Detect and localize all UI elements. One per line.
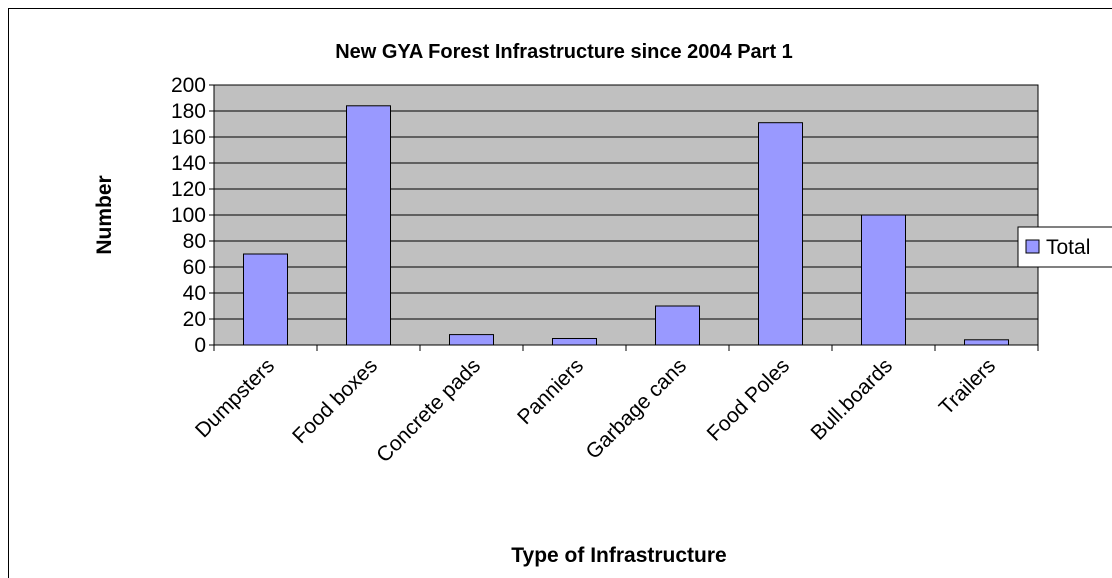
y-tick-label: 20 bbox=[183, 308, 206, 331]
legend-label-total: Total bbox=[1046, 236, 1090, 259]
plot-area bbox=[214, 85, 1038, 345]
y-tick-label: 0 bbox=[194, 334, 206, 357]
bar-trailers bbox=[965, 340, 1009, 345]
bar-food-boxes bbox=[347, 106, 391, 345]
y-tick-label: 40 bbox=[183, 282, 206, 305]
y-tick-label: 200 bbox=[171, 74, 206, 97]
chart-title: New GYA Forest Infrastructure since 2004… bbox=[335, 41, 793, 63]
y-tick-label: 100 bbox=[171, 204, 206, 227]
bar-concrete-pads bbox=[450, 335, 494, 345]
chart-frame: New GYA Forest Infrastructure since 2004… bbox=[8, 8, 1112, 578]
bar-garbage-cans bbox=[656, 306, 700, 345]
y-tick-label: 80 bbox=[183, 230, 206, 253]
bar-bull-boards bbox=[862, 215, 906, 345]
legend: Total bbox=[1018, 227, 1112, 267]
x-axis-title: Type of Infrastructure bbox=[511, 544, 726, 567]
legend-swatch bbox=[1026, 240, 1039, 253]
y-tick-label: 180 bbox=[171, 100, 206, 123]
y-tick-label: 60 bbox=[183, 256, 206, 279]
y-tick-label: 140 bbox=[171, 152, 206, 175]
bar-food-poles bbox=[759, 123, 803, 345]
y-tick-label: 160 bbox=[171, 126, 206, 149]
bar-chart: New GYA Forest Infrastructure since 2004… bbox=[8, 8, 1112, 578]
y-tick-label: 120 bbox=[171, 178, 206, 201]
bar-dumpsters bbox=[244, 254, 288, 345]
y-axis-title: Number bbox=[93, 175, 116, 254]
bar-panniers bbox=[553, 339, 597, 346]
